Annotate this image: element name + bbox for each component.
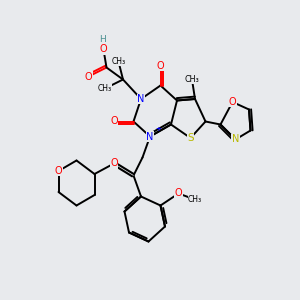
Text: N: N bbox=[137, 94, 145, 104]
Text: O: O bbox=[110, 116, 118, 127]
Text: +: + bbox=[155, 126, 161, 132]
Text: S: S bbox=[187, 133, 194, 143]
Text: CH₃: CH₃ bbox=[111, 57, 126, 66]
Text: N: N bbox=[232, 134, 239, 145]
Text: CH₃: CH₃ bbox=[98, 84, 112, 93]
Text: O: O bbox=[110, 158, 118, 169]
Text: CH₃: CH₃ bbox=[184, 75, 200, 84]
Text: O: O bbox=[175, 188, 182, 199]
Text: O: O bbox=[157, 61, 164, 71]
Text: CH₃: CH₃ bbox=[188, 195, 202, 204]
Text: O: O bbox=[100, 44, 107, 55]
Text: O: O bbox=[55, 166, 62, 176]
Text: N: N bbox=[146, 131, 154, 142]
Text: O: O bbox=[229, 97, 236, 107]
Text: O: O bbox=[85, 71, 92, 82]
Text: H: H bbox=[99, 34, 105, 43]
